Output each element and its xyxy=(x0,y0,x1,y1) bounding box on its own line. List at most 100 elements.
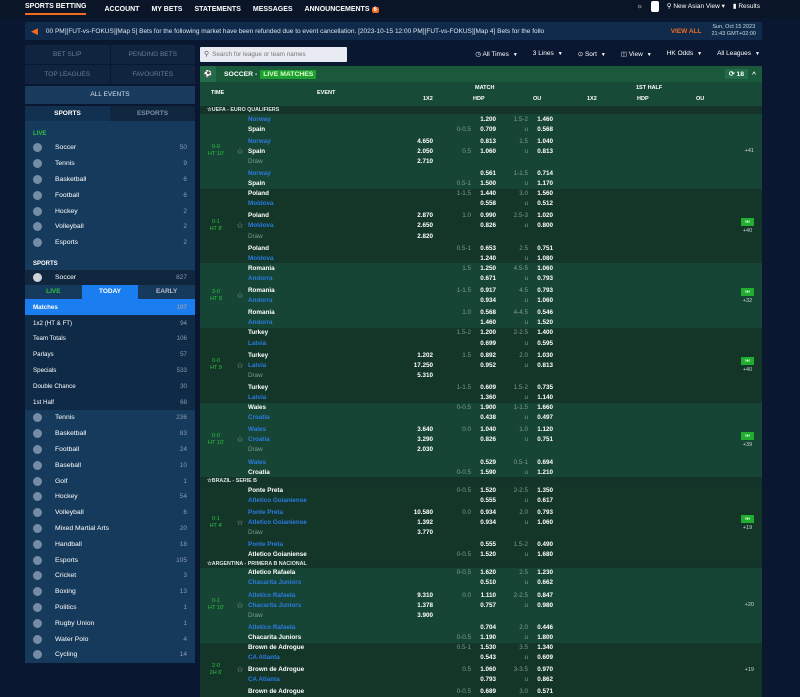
odds-handicap[interactable]: 0.555 xyxy=(480,496,496,504)
star-icon[interactable]: ☆ xyxy=(207,478,212,485)
sidebar-item-esports[interactable]: Esports 105 xyxy=(25,552,195,568)
odds-handicap[interactable]: 0.934 xyxy=(480,519,496,527)
odds-handicap[interactable]: 1.620 xyxy=(480,569,496,577)
tab-today[interactable]: TODAY xyxy=(81,285,139,300)
odds-handicap[interactable]: 0.510 xyxy=(480,579,496,587)
more-markets-button[interactable]: ı●ı +39 xyxy=(741,431,754,448)
odds-handicap[interactable]: 1.500 xyxy=(480,180,496,188)
nav-statements[interactable]: STATEMENTS xyxy=(194,5,241,13)
sidebar-item-parlays[interactable]: Parlays 57 xyxy=(25,346,195,363)
nav-account[interactable]: ACCOUNT xyxy=(104,5,140,13)
theme-toggle[interactable] xyxy=(650,0,659,12)
odds-over-under[interactable]: 0.714 xyxy=(537,170,553,178)
odds-over-under[interactable]: 0.571 xyxy=(537,688,553,696)
odds-1x2[interactable]: 4.650 xyxy=(417,137,433,145)
odds-handicap[interactable]: 1.360 xyxy=(480,393,496,401)
view-dropdown[interactable]: ◫ View ▼ xyxy=(621,50,652,58)
sidebar-item-water-polo[interactable]: Water Polo 4 xyxy=(25,631,195,647)
odds-handicap[interactable]: 0.793 xyxy=(480,676,496,684)
sidebar-item-tennis[interactable]: Tennis 9 xyxy=(25,156,195,172)
more-markets-button[interactable]: ı●ı +40 xyxy=(741,357,754,373)
sidebar-item-basketball[interactable]: Basketball 83 xyxy=(25,426,195,442)
odds-1x2[interactable]: 2.870 xyxy=(417,212,433,220)
odds-handicap[interactable]: 1.520 xyxy=(480,486,496,494)
odds-1x2[interactable]: 3.640 xyxy=(417,426,433,434)
odds-handicap[interactable]: 0.561 xyxy=(480,170,496,178)
nav-messages[interactable]: MESSAGES xyxy=(252,5,293,13)
tab-esports[interactable]: ESPORTS xyxy=(110,106,195,121)
odds-handicap[interactable]: 0.826 xyxy=(480,436,496,444)
sidebar-item-specials[interactable]: Specials 533 xyxy=(25,362,195,379)
odds-handicap[interactable]: 0.892 xyxy=(480,351,496,359)
sidebar-item-football[interactable]: Football 24 xyxy=(25,442,195,458)
odds-over-under[interactable]: 0.662 xyxy=(537,579,553,587)
odds-over-under[interactable]: 1.060 xyxy=(537,519,553,527)
odds-handicap[interactable]: 1.200 xyxy=(480,115,496,123)
sidebar-item-team-totals[interactable]: Team Totals 106 xyxy=(25,330,195,347)
favourite-star-icon[interactable]: ☆ xyxy=(236,291,244,301)
more-markets-button[interactable]: ı●ı +40 xyxy=(741,217,754,234)
odds-over-under[interactable]: 1.230 xyxy=(537,569,553,577)
odds-over-under[interactable]: 1.800 xyxy=(537,633,553,641)
more-markets-button[interactable]: +41 xyxy=(745,148,754,154)
odds-over-under[interactable]: 0.793 xyxy=(537,287,553,295)
odds-over-under[interactable]: 0.609 xyxy=(537,654,553,662)
odds-over-under[interactable]: 1.120 xyxy=(537,426,553,434)
sidebar-item-hockey[interactable]: Hockey 54 xyxy=(25,489,195,505)
odds-1x2[interactable]: 2.650 xyxy=(417,222,433,230)
odds-over-under[interactable]: 0.813 xyxy=(537,147,553,155)
sidebar-item-esports[interactable]: Esports 2 xyxy=(25,235,195,251)
odds-handicap[interactable]: 0.671 xyxy=(480,274,496,282)
odds-handicap[interactable]: 1.200 xyxy=(480,329,496,337)
odds-1x2[interactable]: 1.392 xyxy=(417,519,433,527)
favourite-star-icon[interactable]: ☆ xyxy=(236,360,244,370)
odds-1x2[interactable]: 10.580 xyxy=(413,508,433,516)
odds-handicap[interactable]: 0.990 xyxy=(480,212,496,220)
odds-1x2[interactable]: 2.820 xyxy=(417,232,433,240)
sidebar-item-1st-half[interactable]: 1st Half 68 xyxy=(25,394,195,410)
odds-handicap[interactable]: 0.699 xyxy=(480,339,496,347)
odds-handicap[interactable]: 1.440 xyxy=(480,190,496,198)
favourite-star-icon[interactable]: ☆ xyxy=(236,518,244,528)
odds-over-under[interactable]: 1.080 xyxy=(537,254,553,262)
nav-announcements[interactable]: ANNOUNCEMENTS 6 xyxy=(305,6,379,13)
odds-handicap[interactable]: 1.060 xyxy=(480,147,496,155)
odds-over-under[interactable]: 1.170 xyxy=(537,180,553,188)
field-icon[interactable]: ı●ı xyxy=(741,431,754,440)
odds-handicap[interactable]: 0.757 xyxy=(480,601,496,609)
sidebar-item-volleyball[interactable]: Volleyball 6 xyxy=(25,505,195,521)
search-input[interactable] xyxy=(212,50,338,58)
odds-over-under[interactable]: 0.735 xyxy=(537,383,553,391)
odds-over-under[interactable]: 1.040 xyxy=(537,137,553,145)
odds-over-under[interactable]: 1.060 xyxy=(537,264,553,272)
favourite-star-icon[interactable]: ☆ xyxy=(236,146,244,156)
odds-handicap[interactable]: 0.689 xyxy=(480,688,496,696)
odds-over-under[interactable]: 0.446 xyxy=(537,623,553,631)
odds-over-under[interactable]: 0.847 xyxy=(537,591,553,599)
odds-over-under[interactable]: 1.400 xyxy=(537,329,553,337)
tab-bet-slip[interactable]: BET SLIP xyxy=(25,45,110,64)
odds-over-under[interactable]: 1.060 xyxy=(537,297,553,305)
odds-1x2[interactable]: 3.770 xyxy=(417,529,433,537)
odds-over-under[interactable]: 1.560 xyxy=(537,190,553,198)
sidebar-item-handball[interactable]: Handball 18 xyxy=(25,536,195,552)
odds-handicap[interactable]: 0.704 xyxy=(480,623,496,631)
odds-over-under[interactable]: 0.793 xyxy=(537,274,553,282)
theme-sun-icon[interactable]: ☼ xyxy=(636,2,643,10)
odds-over-under[interactable]: 0.694 xyxy=(537,458,553,466)
odds-over-under[interactable]: 0.751 xyxy=(537,244,553,252)
odds-handicap[interactable]: 1.460 xyxy=(480,319,496,327)
sidebar-item-tennis[interactable]: Tennis 236 xyxy=(25,410,195,426)
odds-1x2[interactable]: 2.050 xyxy=(417,147,433,155)
odds-handicap[interactable]: 0.826 xyxy=(480,222,496,230)
odds-handicap[interactable]: 1.530 xyxy=(480,644,496,652)
favourite-star-icon[interactable]: ☆ xyxy=(236,665,244,675)
odds-handicap[interactable]: 0.709 xyxy=(480,125,496,133)
odds-over-under[interactable]: 0.617 xyxy=(537,496,553,504)
star-icon[interactable]: ☆ xyxy=(207,560,212,567)
sidebar-item-hockey[interactable]: Hockey 2 xyxy=(25,203,195,219)
more-markets-button[interactable]: ı●ı +32 xyxy=(741,287,754,304)
sidebar-item-cycling[interactable]: Cycling 14 xyxy=(25,647,195,663)
view-selector[interactable]: ⚲ New Asian View ▾ xyxy=(666,3,725,10)
odds-1x2[interactable]: 3.290 xyxy=(417,436,433,444)
